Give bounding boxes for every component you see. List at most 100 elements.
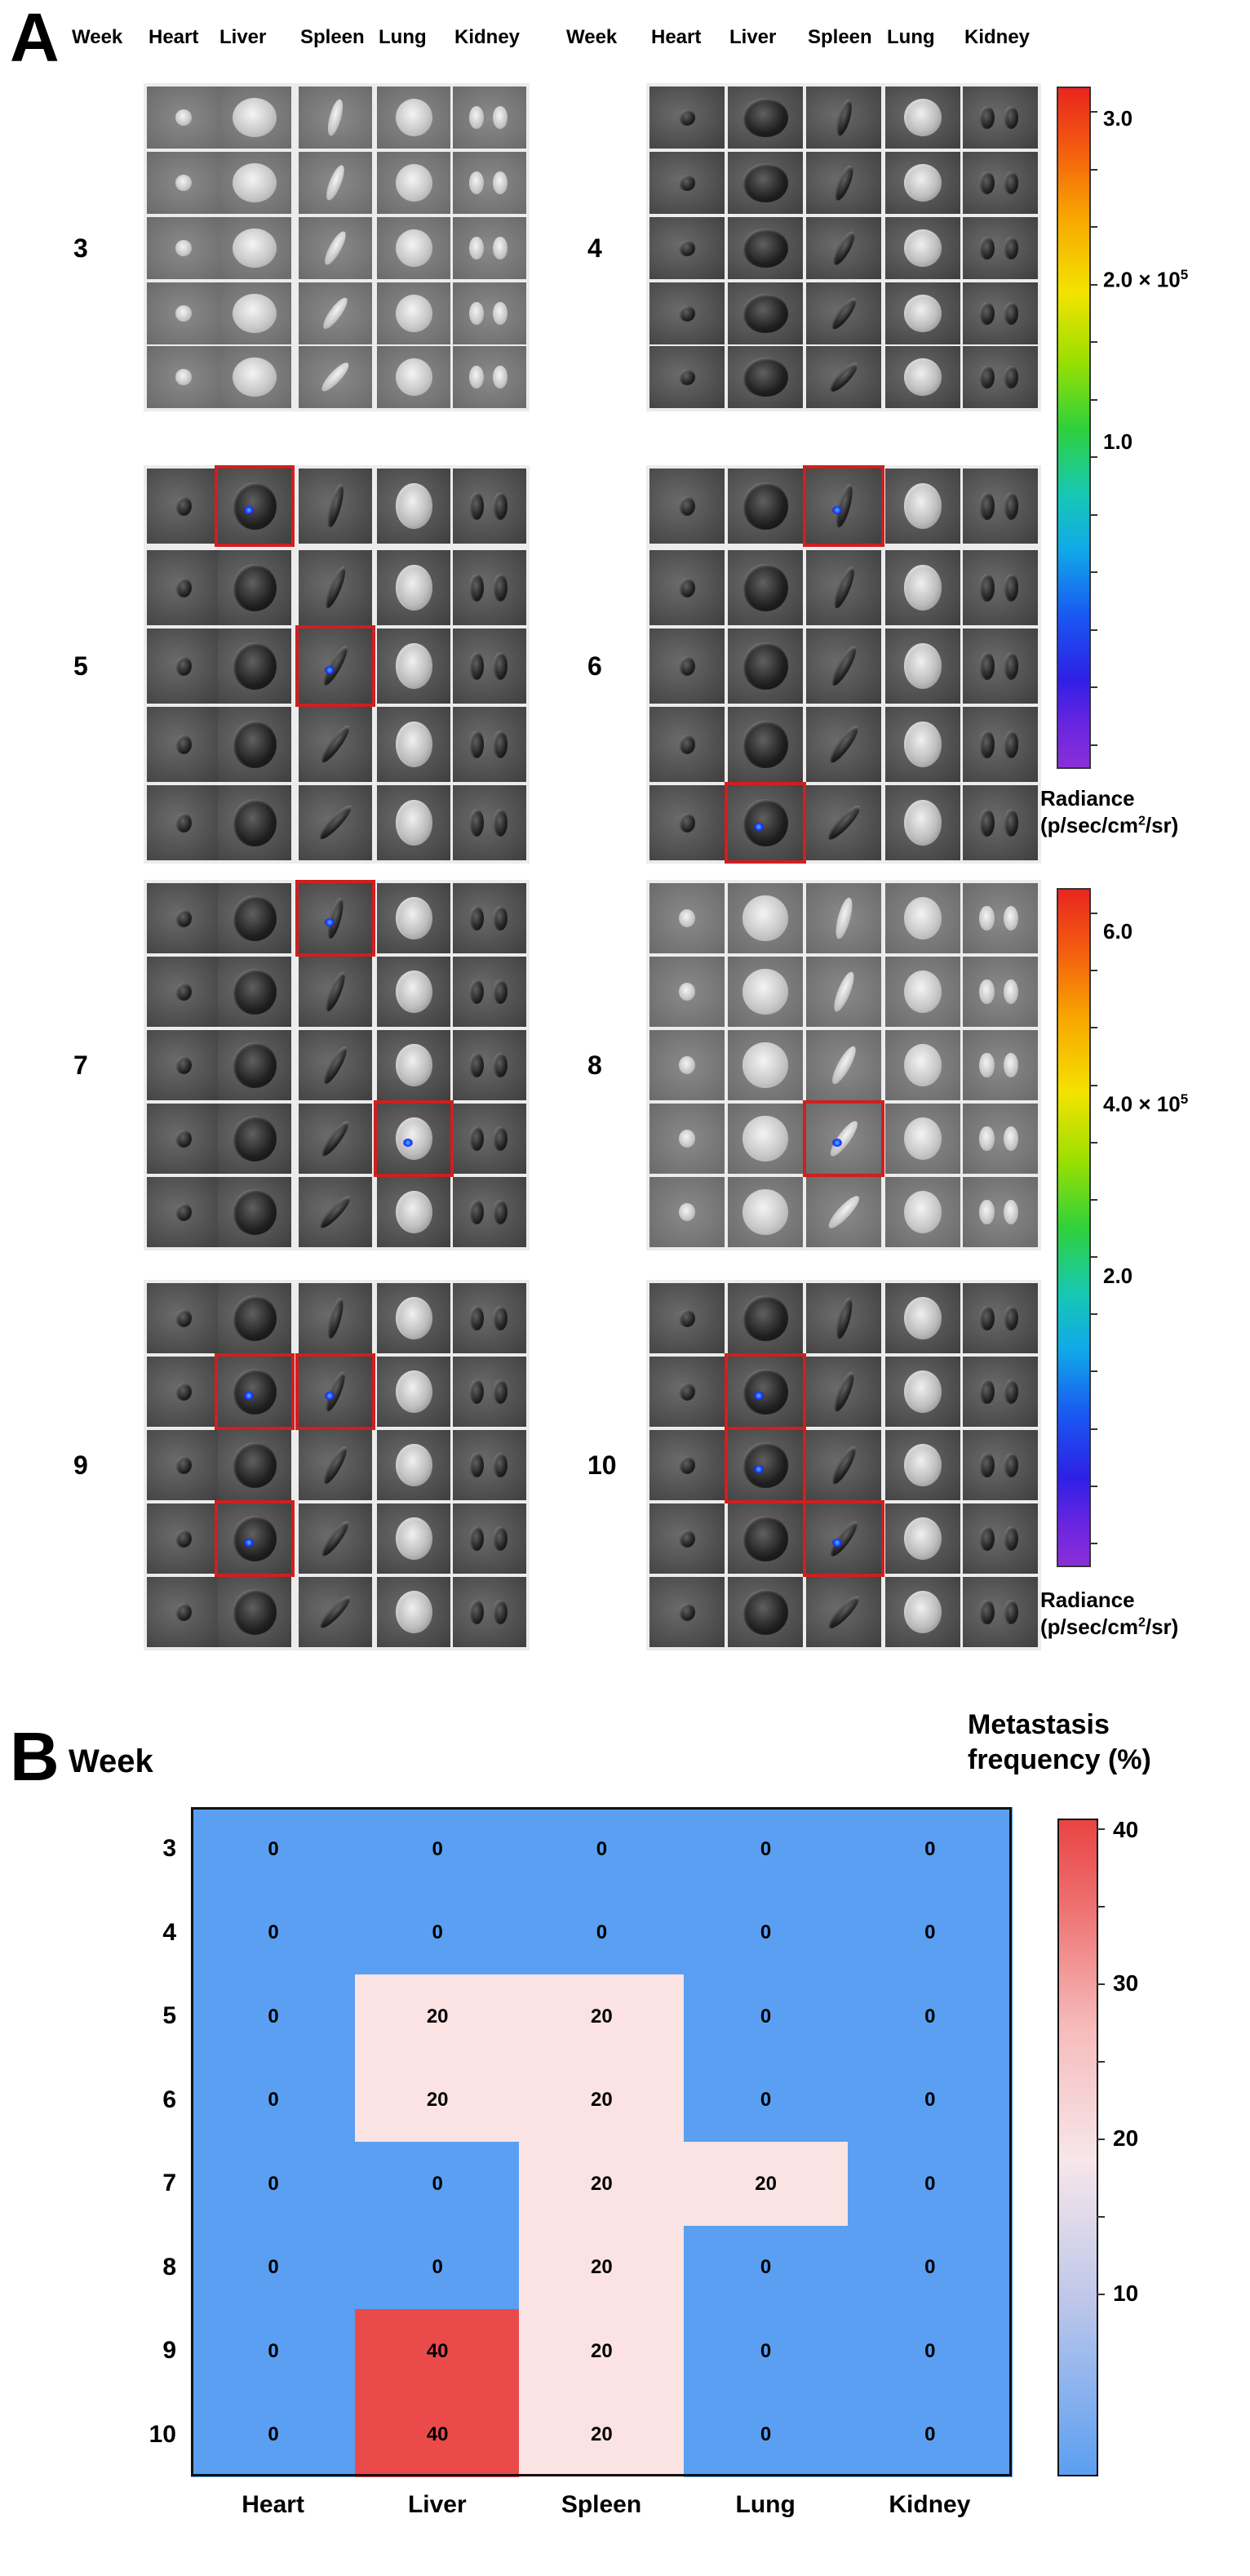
organ-image-liver (728, 1503, 803, 1574)
heart-shape (175, 1382, 192, 1401)
colorbar-multiplier: × 10 (1133, 267, 1181, 292)
heart-shape (678, 1129, 696, 1148)
lung-shape (904, 800, 942, 846)
kidney-shape (979, 1052, 995, 1078)
colorbar-minor-tick (1089, 398, 1097, 401)
organ-image-lung (885, 707, 960, 782)
organ-image-liver (218, 628, 291, 704)
heart-shape (678, 1055, 696, 1075)
colorbar-minor-tick (1089, 168, 1097, 171)
liver-shape (742, 1042, 788, 1088)
organ-image-heart (649, 1177, 725, 1247)
heatmap-cell: 0 (847, 2392, 1013, 2477)
organ-image-heart (649, 785, 725, 860)
column-header-liver: Liver (729, 26, 777, 48)
heatmap-cell: 20 (519, 1974, 685, 2059)
organ-image-lung (885, 217, 960, 279)
spleen-shape (320, 1043, 351, 1087)
kidney-shape (468, 1379, 484, 1405)
organ-image-liver (728, 1030, 803, 1100)
spleen-shape (317, 1193, 354, 1232)
kidney-shape (1003, 1452, 1019, 1478)
heart-shape (175, 578, 192, 597)
kidney-shape (979, 1305, 995, 1331)
bioluminescence-signal (754, 1392, 765, 1400)
organ-image-kidney (453, 785, 526, 860)
organ-image-spleen (806, 152, 881, 214)
heart-shape (678, 656, 696, 676)
organ-image-lung (377, 628, 450, 704)
spleen-shape (829, 229, 858, 268)
liver-shape (742, 293, 788, 334)
heart-shape (678, 908, 696, 928)
spleen-shape (823, 802, 864, 844)
organ-image-heart (649, 1104, 725, 1174)
liver-shape (233, 563, 277, 612)
heart-shape (678, 369, 696, 385)
colorbar-minor-tick (1089, 744, 1097, 746)
spleen-shape (320, 1443, 351, 1487)
organ-image-spleen (299, 628, 372, 704)
organ-image-heart (649, 707, 725, 782)
organ-image-heart (649, 883, 725, 953)
organ-image-liver (218, 282, 291, 344)
heatmap-cell: 0 (683, 1890, 849, 1975)
organ-image-spleen (299, 282, 372, 344)
heatmap-cell: 0 (847, 2142, 1013, 2226)
lung-shape (904, 99, 942, 136)
kidney-shape (468, 171, 484, 194)
organ-image-heart (147, 1030, 220, 1100)
kidney-shape (468, 809, 484, 837)
heatmap-y-tick-label: 6 (162, 2085, 176, 2113)
lung-shape (904, 164, 942, 202)
organ-image-kidney (453, 1357, 526, 1427)
heatmap-cell: 0 (191, 2225, 356, 2310)
organ-image-spleen (806, 346, 881, 408)
organ-image-kidney (453, 1030, 526, 1100)
spleen-shape (321, 970, 349, 1014)
organ-image-kidney (453, 883, 526, 953)
liver-shape (233, 228, 277, 269)
lung-shape (395, 1370, 432, 1413)
organ-image-kidney (963, 282, 1038, 344)
spleen-shape (321, 229, 350, 268)
heatmap-cell: 0 (191, 2392, 356, 2477)
lung-shape (904, 1297, 942, 1339)
heatmap-x-tick-label: Lung (735, 2491, 796, 2518)
colorbar-tick-label: 6.0 (1103, 921, 1133, 942)
kidney-shape (1003, 1379, 1019, 1405)
organ-image-lung (377, 550, 450, 625)
lung-shape (904, 1517, 942, 1560)
organ-image-liver (728, 1430, 803, 1500)
spleen-shape (321, 564, 350, 611)
kidney-shape (468, 905, 484, 931)
kidney-shape (492, 1379, 508, 1405)
bioluminescence-signal (832, 1539, 843, 1547)
spleen-shape (324, 1296, 347, 1340)
liver-shape (742, 1516, 788, 1561)
heart-shape (678, 1308, 696, 1328)
organ-image-spleen (806, 282, 881, 344)
liver-shape (233, 720, 277, 769)
column-header-heart: Heart (651, 26, 702, 48)
liver-shape (233, 1042, 277, 1088)
column-header-heart: Heart (148, 26, 199, 48)
organ-image-liver (728, 1577, 803, 1647)
lung-shape (904, 1191, 942, 1233)
kidney-shape (492, 574, 508, 602)
organ-image-kidney (453, 217, 526, 279)
heatmap-colorbar-tick-label: 40 (1113, 1817, 1139, 1842)
colorbar-minor-tick (1089, 283, 1097, 286)
organ-image-spleen (299, 1357, 372, 1427)
organ-image-lung (885, 550, 960, 625)
organ-image-spleen (806, 87, 881, 149)
liver-shape (233, 1189, 277, 1235)
liver-shape (742, 1442, 788, 1488)
kidney-shape (468, 731, 484, 758)
liver-shape (233, 1589, 277, 1635)
organ-image-spleen (806, 1104, 881, 1174)
colorbar-minor-tick (1089, 686, 1097, 689)
heart-shape (678, 813, 696, 833)
kidney-shape (492, 237, 508, 260)
heart-shape (678, 496, 696, 516)
